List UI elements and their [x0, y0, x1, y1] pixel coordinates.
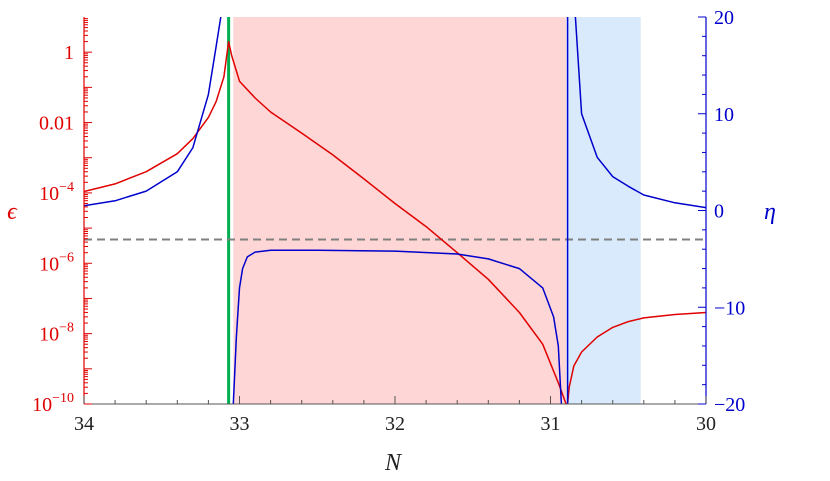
- x-tick-label: 34: [74, 413, 94, 435]
- left-tick-label: 0.01: [39, 113, 74, 135]
- eta-curve-segment-2: [232, 249, 563, 404]
- right-tick-label: 0: [714, 201, 724, 223]
- epsilon-curve-segment-1: [84, 40, 706, 404]
- right-tick-label: 20: [714, 7, 734, 29]
- left-tick-label: 10−6: [39, 250, 74, 275]
- left-axis: 1 0.01 10−4 10−6 10−8 10−10: [32, 18, 92, 416]
- series-lines: [84, 17, 706, 404]
- left-tick-label: 1: [64, 42, 74, 64]
- right-tick-label: −20: [714, 394, 745, 416]
- x-axis-title: N: [384, 450, 403, 476]
- left-axis-title: ϵ: [7, 199, 18, 225]
- right-axis-title: η: [764, 199, 776, 225]
- shaded-region-1: [233, 17, 567, 404]
- eta-curve-segment-4: [574, 17, 706, 209]
- right-axis: 20 10 0 −10 −20: [698, 7, 745, 416]
- right-tick-label: −10: [714, 297, 745, 319]
- left-tick-label: 10−8: [39, 321, 74, 346]
- x-tick-label: 31: [541, 413, 561, 435]
- shaded-regions: [233, 17, 641, 404]
- x-tick-label: 33: [230, 413, 250, 435]
- reference-lines: [84, 17, 706, 404]
- left-tick-label: 10−10: [32, 391, 74, 416]
- right-tick-label: 10: [714, 104, 734, 126]
- left-tick-label: 10−4: [39, 180, 74, 205]
- shaded-region-2: [566, 17, 641, 404]
- eta-curve-segment-1: [84, 17, 222, 207]
- x-axis: 34 33 32 31 30: [74, 396, 716, 435]
- x-tick-label: 30: [696, 413, 716, 435]
- x-tick-label: 32: [385, 413, 405, 435]
